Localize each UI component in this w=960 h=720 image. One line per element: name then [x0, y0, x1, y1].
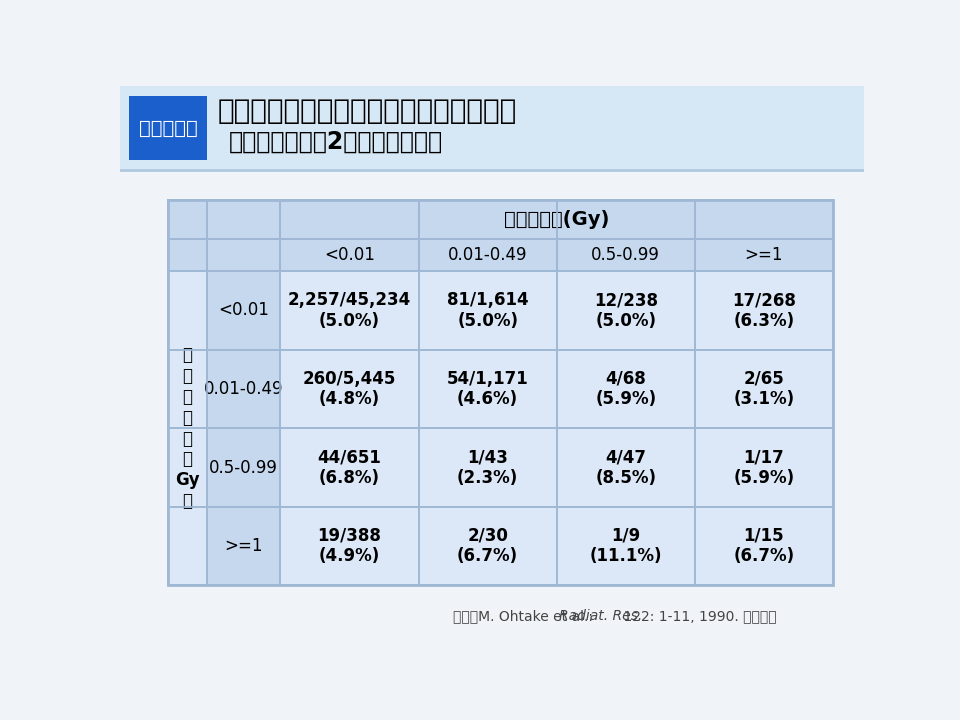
Text: 出典：M. Ohtake et al.:: 出典：M. Ohtake et al.: — [453, 609, 598, 624]
Bar — [419, 507, 557, 585]
Bar — [280, 428, 419, 507]
Bar — [557, 428, 695, 507]
Text: >=1: >=1 — [745, 246, 783, 264]
Text: 父親の線量(Gy): 父親の線量(Gy) — [504, 210, 610, 229]
Text: 44/651
(6.8%): 44/651 (6.8%) — [318, 448, 381, 487]
Text: 2,257/45,234
(5.0%): 2,257/45,234 (5.0%) — [288, 291, 411, 330]
Bar — [280, 200, 419, 239]
Text: 0.01-0.49: 0.01-0.49 — [204, 380, 283, 398]
Bar — [206, 239, 280, 271]
Text: 12/238
(5.0%): 12/238 (5.0%) — [594, 291, 658, 330]
Bar — [419, 428, 557, 507]
Bar — [695, 350, 833, 428]
Text: 1/17
(5.9%): 1/17 (5.9%) — [733, 448, 795, 487]
Bar — [168, 200, 833, 585]
Bar — [130, 96, 206, 161]
Text: 1/9
(11.1%): 1/9 (11.1%) — [589, 527, 662, 565]
Bar — [120, 86, 864, 169]
Bar — [206, 271, 280, 350]
Bar — [557, 239, 695, 271]
Text: 260/5,445
(4.8%): 260/5,445 (4.8%) — [302, 369, 396, 408]
Text: <0.01: <0.01 — [324, 246, 375, 264]
Bar — [419, 239, 557, 271]
Bar — [168, 271, 206, 350]
Bar — [419, 271, 557, 350]
Text: 2/30
(6.7%): 2/30 (6.7%) — [457, 527, 518, 565]
Bar — [557, 350, 695, 428]
Bar — [280, 350, 419, 428]
Text: 2/65
(3.1%): 2/65 (3.1%) — [733, 369, 795, 408]
Bar — [168, 350, 206, 428]
Bar — [557, 200, 695, 239]
Bar — [419, 350, 557, 428]
Bar — [168, 507, 206, 585]
Text: 0.01-0.49: 0.01-0.49 — [448, 246, 527, 264]
Text: 122: 1-11, 1990. より作成: 122: 1-11, 1990. より作成 — [619, 609, 777, 624]
Text: 17/268
(6.3%): 17/268 (6.3%) — [732, 291, 796, 330]
Text: 0.5-0.99: 0.5-0.99 — [591, 246, 660, 264]
Text: 4/68
(5.9%): 4/68 (5.9%) — [595, 369, 657, 408]
Text: 1/43
(2.3%): 1/43 (2.3%) — [457, 448, 518, 487]
Text: 遺伝性影響: 遺伝性影響 — [138, 119, 198, 138]
Text: >=1: >=1 — [225, 537, 263, 555]
Bar — [168, 200, 206, 239]
Bar — [695, 271, 833, 350]
Text: 原爆被爆者の子供における出生時の異常: 原爆被爆者の子供における出生時の異常 — [218, 97, 516, 125]
Text: （奇形、死産、2週以内の死亡）: （奇形、死産、2週以内の死亡） — [228, 130, 443, 153]
Text: 81/1,614
(5.0%): 81/1,614 (5.0%) — [446, 291, 528, 330]
Text: 4/47
(8.5%): 4/47 (8.5%) — [595, 448, 657, 487]
Text: <0.01: <0.01 — [218, 302, 269, 320]
Bar — [557, 271, 695, 350]
Bar — [419, 200, 557, 239]
Bar — [168, 239, 206, 271]
Bar — [206, 428, 280, 507]
Bar — [695, 239, 833, 271]
Bar — [557, 507, 695, 585]
Text: 0.5-0.99: 0.5-0.99 — [209, 459, 278, 477]
Text: 19/388
(4.9%): 19/388 (4.9%) — [318, 527, 381, 565]
Text: 1/15
(6.7%): 1/15 (6.7%) — [733, 527, 795, 565]
Bar — [280, 507, 419, 585]
Text: Radiat. Res.: Radiat. Res. — [559, 609, 642, 624]
Bar — [206, 507, 280, 585]
Text: 母
親
の
線
量
（
Gy
）: 母 親 の 線 量 （ Gy ） — [175, 346, 200, 510]
Bar — [280, 271, 419, 350]
Bar — [280, 239, 419, 271]
Bar — [206, 350, 280, 428]
Bar — [695, 507, 833, 585]
Bar — [206, 200, 280, 239]
Bar — [695, 428, 833, 507]
Text: 54/1,171
(4.6%): 54/1,171 (4.6%) — [446, 369, 529, 408]
Bar — [168, 428, 206, 507]
Bar — [695, 200, 833, 239]
